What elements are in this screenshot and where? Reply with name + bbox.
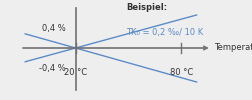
Text: 0,4 %: 0,4 %: [42, 24, 66, 32]
Text: 80 °C: 80 °C: [170, 68, 193, 77]
Text: Beispiel:: Beispiel:: [126, 3, 167, 12]
Text: TK₀ = 0,2 ‰/ 10 K: TK₀ = 0,2 ‰/ 10 K: [126, 28, 203, 37]
Text: 20 °C: 20 °C: [64, 68, 87, 77]
Text: Temperatur: Temperatur: [214, 44, 252, 52]
Text: -0,4 %: -0,4 %: [39, 64, 66, 72]
